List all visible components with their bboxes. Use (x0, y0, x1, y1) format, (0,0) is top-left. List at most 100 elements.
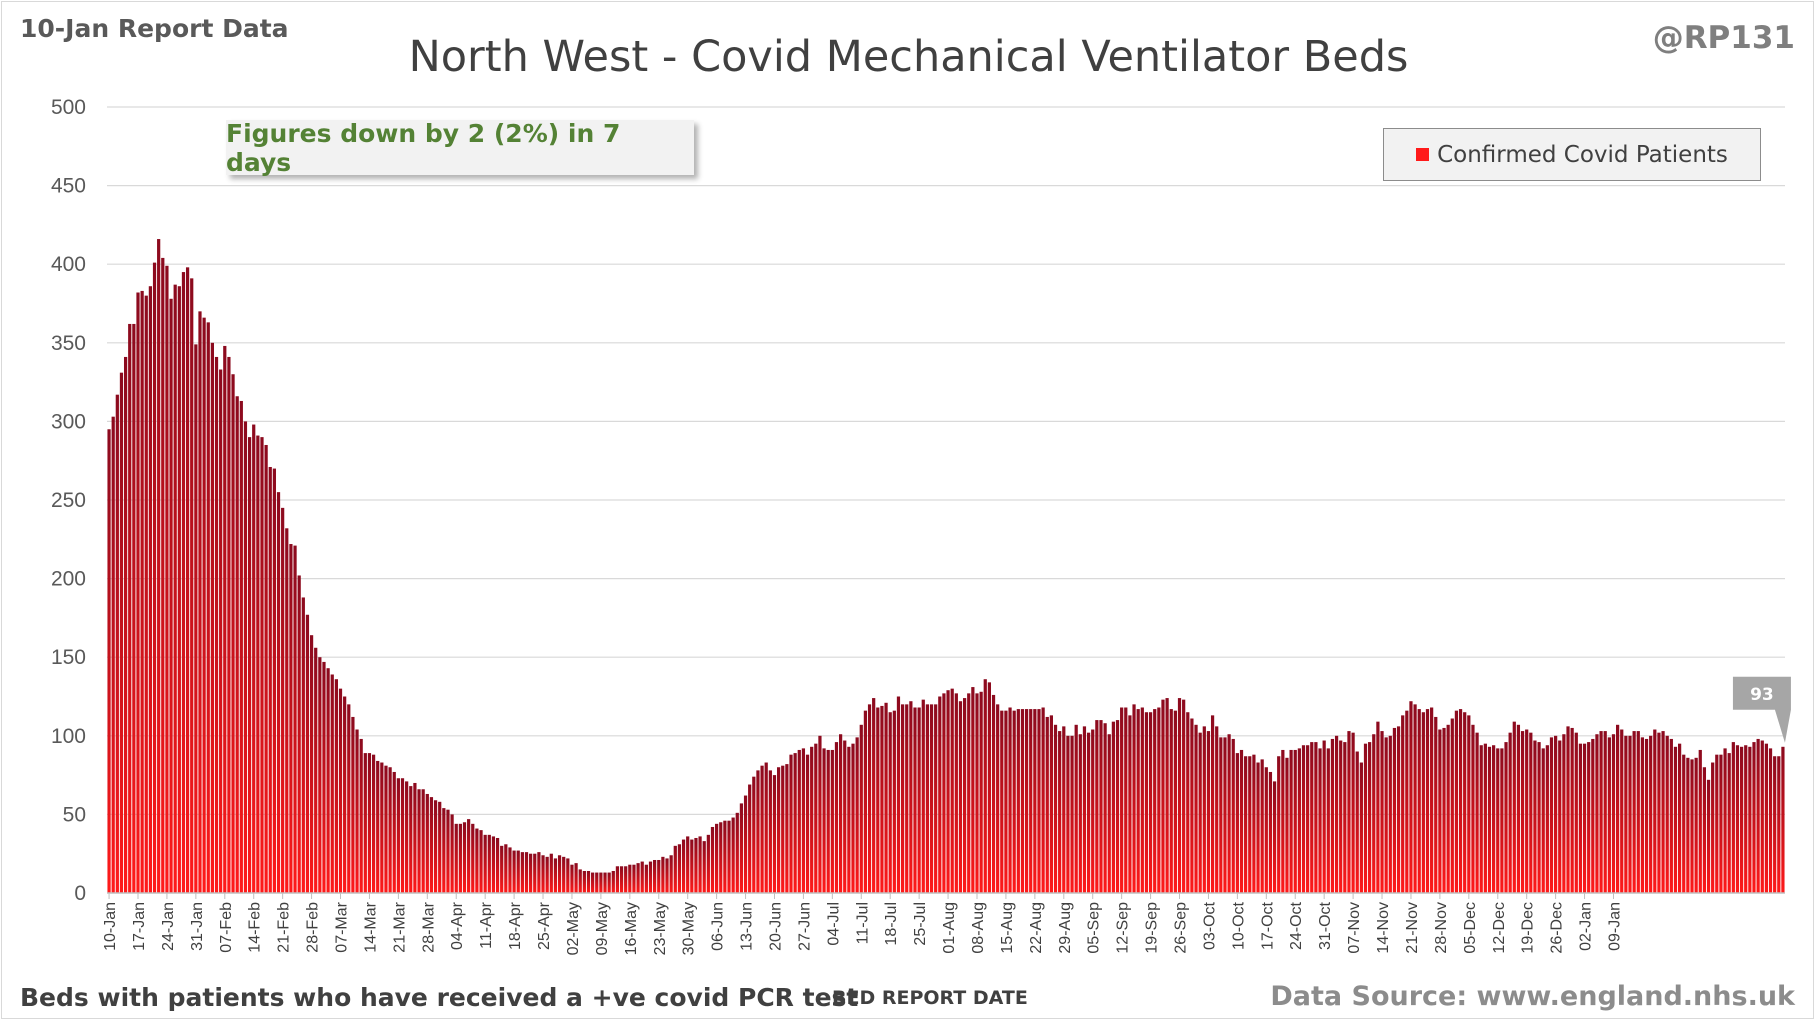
bar (1239, 749, 1244, 893)
bar (909, 701, 913, 893)
x-tick-label: 04-Apr (449, 901, 466, 950)
bar (1066, 735, 1070, 893)
bar (433, 800, 438, 893)
bar (107, 429, 111, 893)
bar (962, 698, 967, 893)
bar (1376, 721, 1380, 893)
bar (1492, 745, 1496, 893)
bar (1384, 737, 1388, 893)
bar (731, 817, 735, 893)
bar (1421, 712, 1425, 893)
bar (409, 786, 413, 893)
x-tick-label: 18-Jul (883, 902, 900, 946)
x-tick-label: 09-Jan (1607, 902, 1624, 951)
bar (855, 737, 859, 893)
bar (384, 765, 388, 893)
bar (1008, 707, 1012, 893)
bar (491, 836, 496, 893)
bar (1388, 735, 1392, 893)
bar (231, 374, 235, 893)
bar (1062, 726, 1066, 893)
bar (810, 746, 814, 893)
bar (1293, 749, 1297, 893)
bar (876, 707, 880, 893)
bar (727, 820, 731, 893)
bar (1219, 737, 1223, 893)
bar (706, 834, 710, 893)
y-tick-label: 500 (51, 96, 86, 119)
bar (504, 844, 508, 893)
x-tick-label: 30-May (681, 902, 698, 955)
bar (1558, 740, 1562, 893)
bar (214, 356, 219, 893)
bar (487, 834, 491, 893)
bar (1624, 735, 1628, 893)
bar (1570, 727, 1574, 893)
bar (380, 762, 384, 893)
bar (748, 784, 752, 893)
bar (1487, 746, 1492, 893)
bar (1607, 737, 1611, 893)
bar (1483, 743, 1487, 893)
bar (322, 661, 326, 893)
bar (417, 789, 421, 893)
bar (1632, 731, 1636, 893)
x-tick-label: 10-Oct (1230, 901, 1247, 950)
bar (1599, 731, 1603, 893)
bar (520, 852, 524, 893)
bar (710, 826, 715, 893)
author-tag: @RP131 (1652, 20, 1795, 56)
bar (1508, 732, 1512, 893)
bar (636, 863, 640, 893)
bar (1756, 738, 1760, 893)
bar (1616, 724, 1620, 893)
bar (1434, 716, 1438, 893)
bar (1206, 731, 1211, 893)
bar (1471, 724, 1475, 893)
bar (1140, 707, 1144, 893)
bar (1628, 735, 1632, 893)
y-tick-label: 200 (51, 568, 86, 591)
bar (789, 754, 793, 893)
chart-subtitle: Beds with patients who have received a +… (20, 983, 859, 1012)
x-tick-label: 16-May (623, 902, 640, 955)
bar (165, 265, 169, 893)
bar (190, 278, 194, 894)
bar (268, 466, 272, 893)
bar (1611, 734, 1616, 893)
bar (888, 712, 892, 893)
bar (541, 855, 545, 893)
bar (793, 753, 797, 893)
x-tick-label: 12-Sep (1115, 902, 1132, 954)
bar (801, 748, 806, 893)
bar (219, 369, 223, 893)
bar (128, 323, 132, 893)
bar (115, 394, 119, 893)
bar (1355, 751, 1359, 893)
bar (1297, 748, 1301, 893)
y-tick-label: 50 (63, 803, 86, 826)
bar (1537, 742, 1541, 893)
bar (591, 872, 595, 893)
bar (1661, 731, 1665, 893)
x-tick-label: 05-Sep (1086, 902, 1103, 954)
bar (450, 814, 454, 893)
bar (545, 856, 549, 893)
x-tick-label: 31-Jan (189, 902, 206, 951)
bar (929, 704, 934, 893)
bar (1177, 698, 1182, 893)
bar (826, 749, 830, 893)
bar (896, 696, 901, 893)
bar (686, 836, 690, 893)
change-annotation-text: Figures down by 2 (2%) in 7 days (226, 118, 621, 177)
bar (529, 853, 533, 893)
bar (1396, 726, 1401, 893)
bar (1029, 709, 1033, 893)
x-tick-label: 02-Jan (1578, 902, 1595, 951)
bar (405, 781, 409, 893)
bar (1074, 724, 1078, 893)
x-tick-label: 03-Oct (1201, 901, 1218, 950)
x-tick-label: 14-Mar (362, 901, 379, 952)
bar (1148, 712, 1153, 893)
bar (1425, 709, 1430, 893)
